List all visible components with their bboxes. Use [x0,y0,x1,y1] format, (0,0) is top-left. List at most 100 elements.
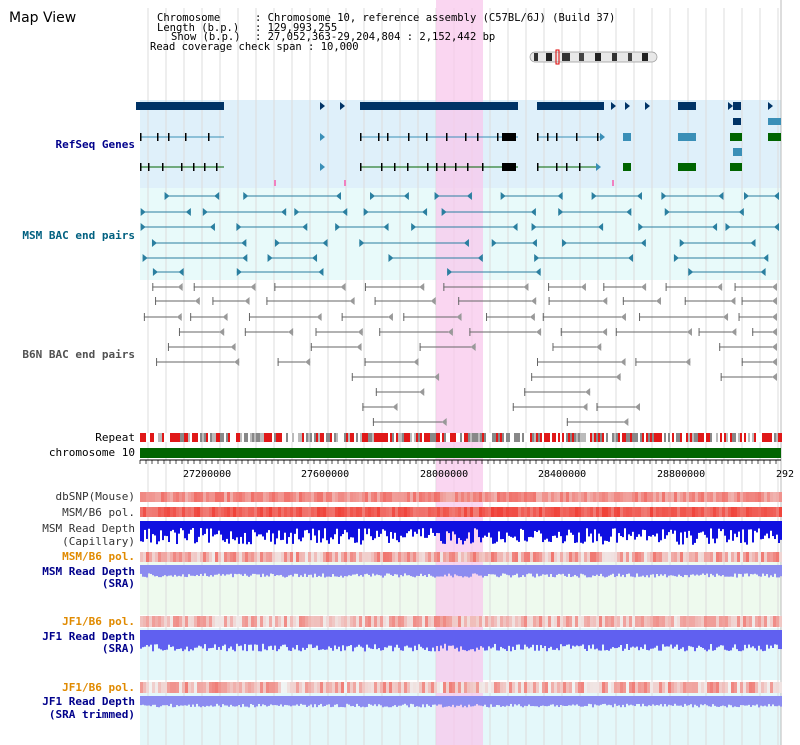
depth-bar [320,565,322,577]
depth-bar [402,696,404,705]
depth-bar [504,565,506,574]
depth-bar [634,565,636,578]
heat-cell [209,616,212,627]
heat-cell [251,492,254,502]
depth-bar [664,521,666,539]
depth-bar [362,565,364,577]
heat-cell [437,616,440,627]
heat-cell [143,616,146,627]
depth-bar [676,565,678,577]
gene-exon [566,163,568,171]
bac-end [322,239,328,247]
heat-cell [260,682,263,693]
depth-bar [436,565,438,577]
depth-bar [166,565,168,577]
depth-bar [556,521,558,538]
depth-bar [594,630,596,650]
depth-bar [718,696,720,707]
ideogram-band [534,53,538,61]
bac-end [684,297,686,305]
repeat-cell [182,433,184,442]
heat-cell [227,552,230,562]
header-label: Chromosome [157,12,221,24]
heat-cell [335,552,338,562]
heat-cell [704,492,707,502]
depth-bar [260,521,262,535]
heat-cell [707,616,710,627]
depth-bar [514,696,516,705]
heat-cell [320,682,323,693]
depth-bar [342,565,344,578]
heat-cell [680,507,683,517]
depth-bar [378,696,380,705]
depth-bar [152,696,154,705]
heat-cell [227,492,230,502]
depth-bar [214,565,216,575]
depth-bar [250,630,252,645]
heat-cell [614,616,617,627]
heat-cell [203,682,206,693]
heat-cell [608,616,611,627]
depth-bar [318,696,320,706]
depth-bar [378,630,380,649]
heat-cell [629,682,632,693]
depth-bar [220,630,222,650]
repeat-cell [402,433,404,442]
heat-cell [569,507,572,517]
depth-bar [452,696,454,705]
depth-bar [222,696,224,705]
heat-cell [272,507,275,517]
depth-bar [330,565,332,577]
depth-bar [574,630,576,647]
depth-bar [744,630,746,645]
bac-end [142,254,148,262]
depth-bar [540,565,542,576]
bac-end [193,283,195,291]
depth-bar [164,521,166,536]
repeat-cell [494,433,496,442]
depth-bar [718,565,720,576]
bac-end [176,313,182,321]
heat-cell [335,507,338,517]
heat-cell [539,616,542,627]
depth-bar [184,521,186,539]
depth-bar [462,565,464,578]
heat-cell [563,507,566,517]
repeat-cell [678,433,680,442]
ideogram-band [642,53,648,61]
depth-bar [218,565,220,574]
depth-bar [276,696,278,706]
depth-bar [646,630,648,650]
depth-bar [146,521,148,539]
repeat-cell [190,433,192,442]
depth-bar [460,696,462,705]
depth-bar [466,521,468,539]
depth-bar [574,696,576,706]
repeat-cell [632,433,634,442]
heat-cell [326,552,329,562]
depth-bar [748,565,750,577]
depth-bar [470,630,472,650]
heat-cell [602,552,605,562]
heat-cell [497,492,500,502]
depth-bar [356,630,358,647]
gene-exon [140,163,142,171]
repeat-cell [434,433,436,442]
heat-cell [440,552,443,562]
heat-cell [155,616,158,627]
depth-bar [480,565,482,576]
depth-bar [240,521,242,537]
heat-cell [620,492,623,502]
bac-end [236,223,242,231]
depth-bar [310,521,312,541]
depth-bar [774,696,776,707]
depth-bar [422,630,424,649]
depth-bar [228,696,230,707]
heat-cell [179,616,182,627]
heat-cell [305,552,308,562]
heat-cell [314,492,317,502]
heat-cell [518,552,521,562]
depth-bar [364,565,366,575]
depth-bar [252,521,254,530]
